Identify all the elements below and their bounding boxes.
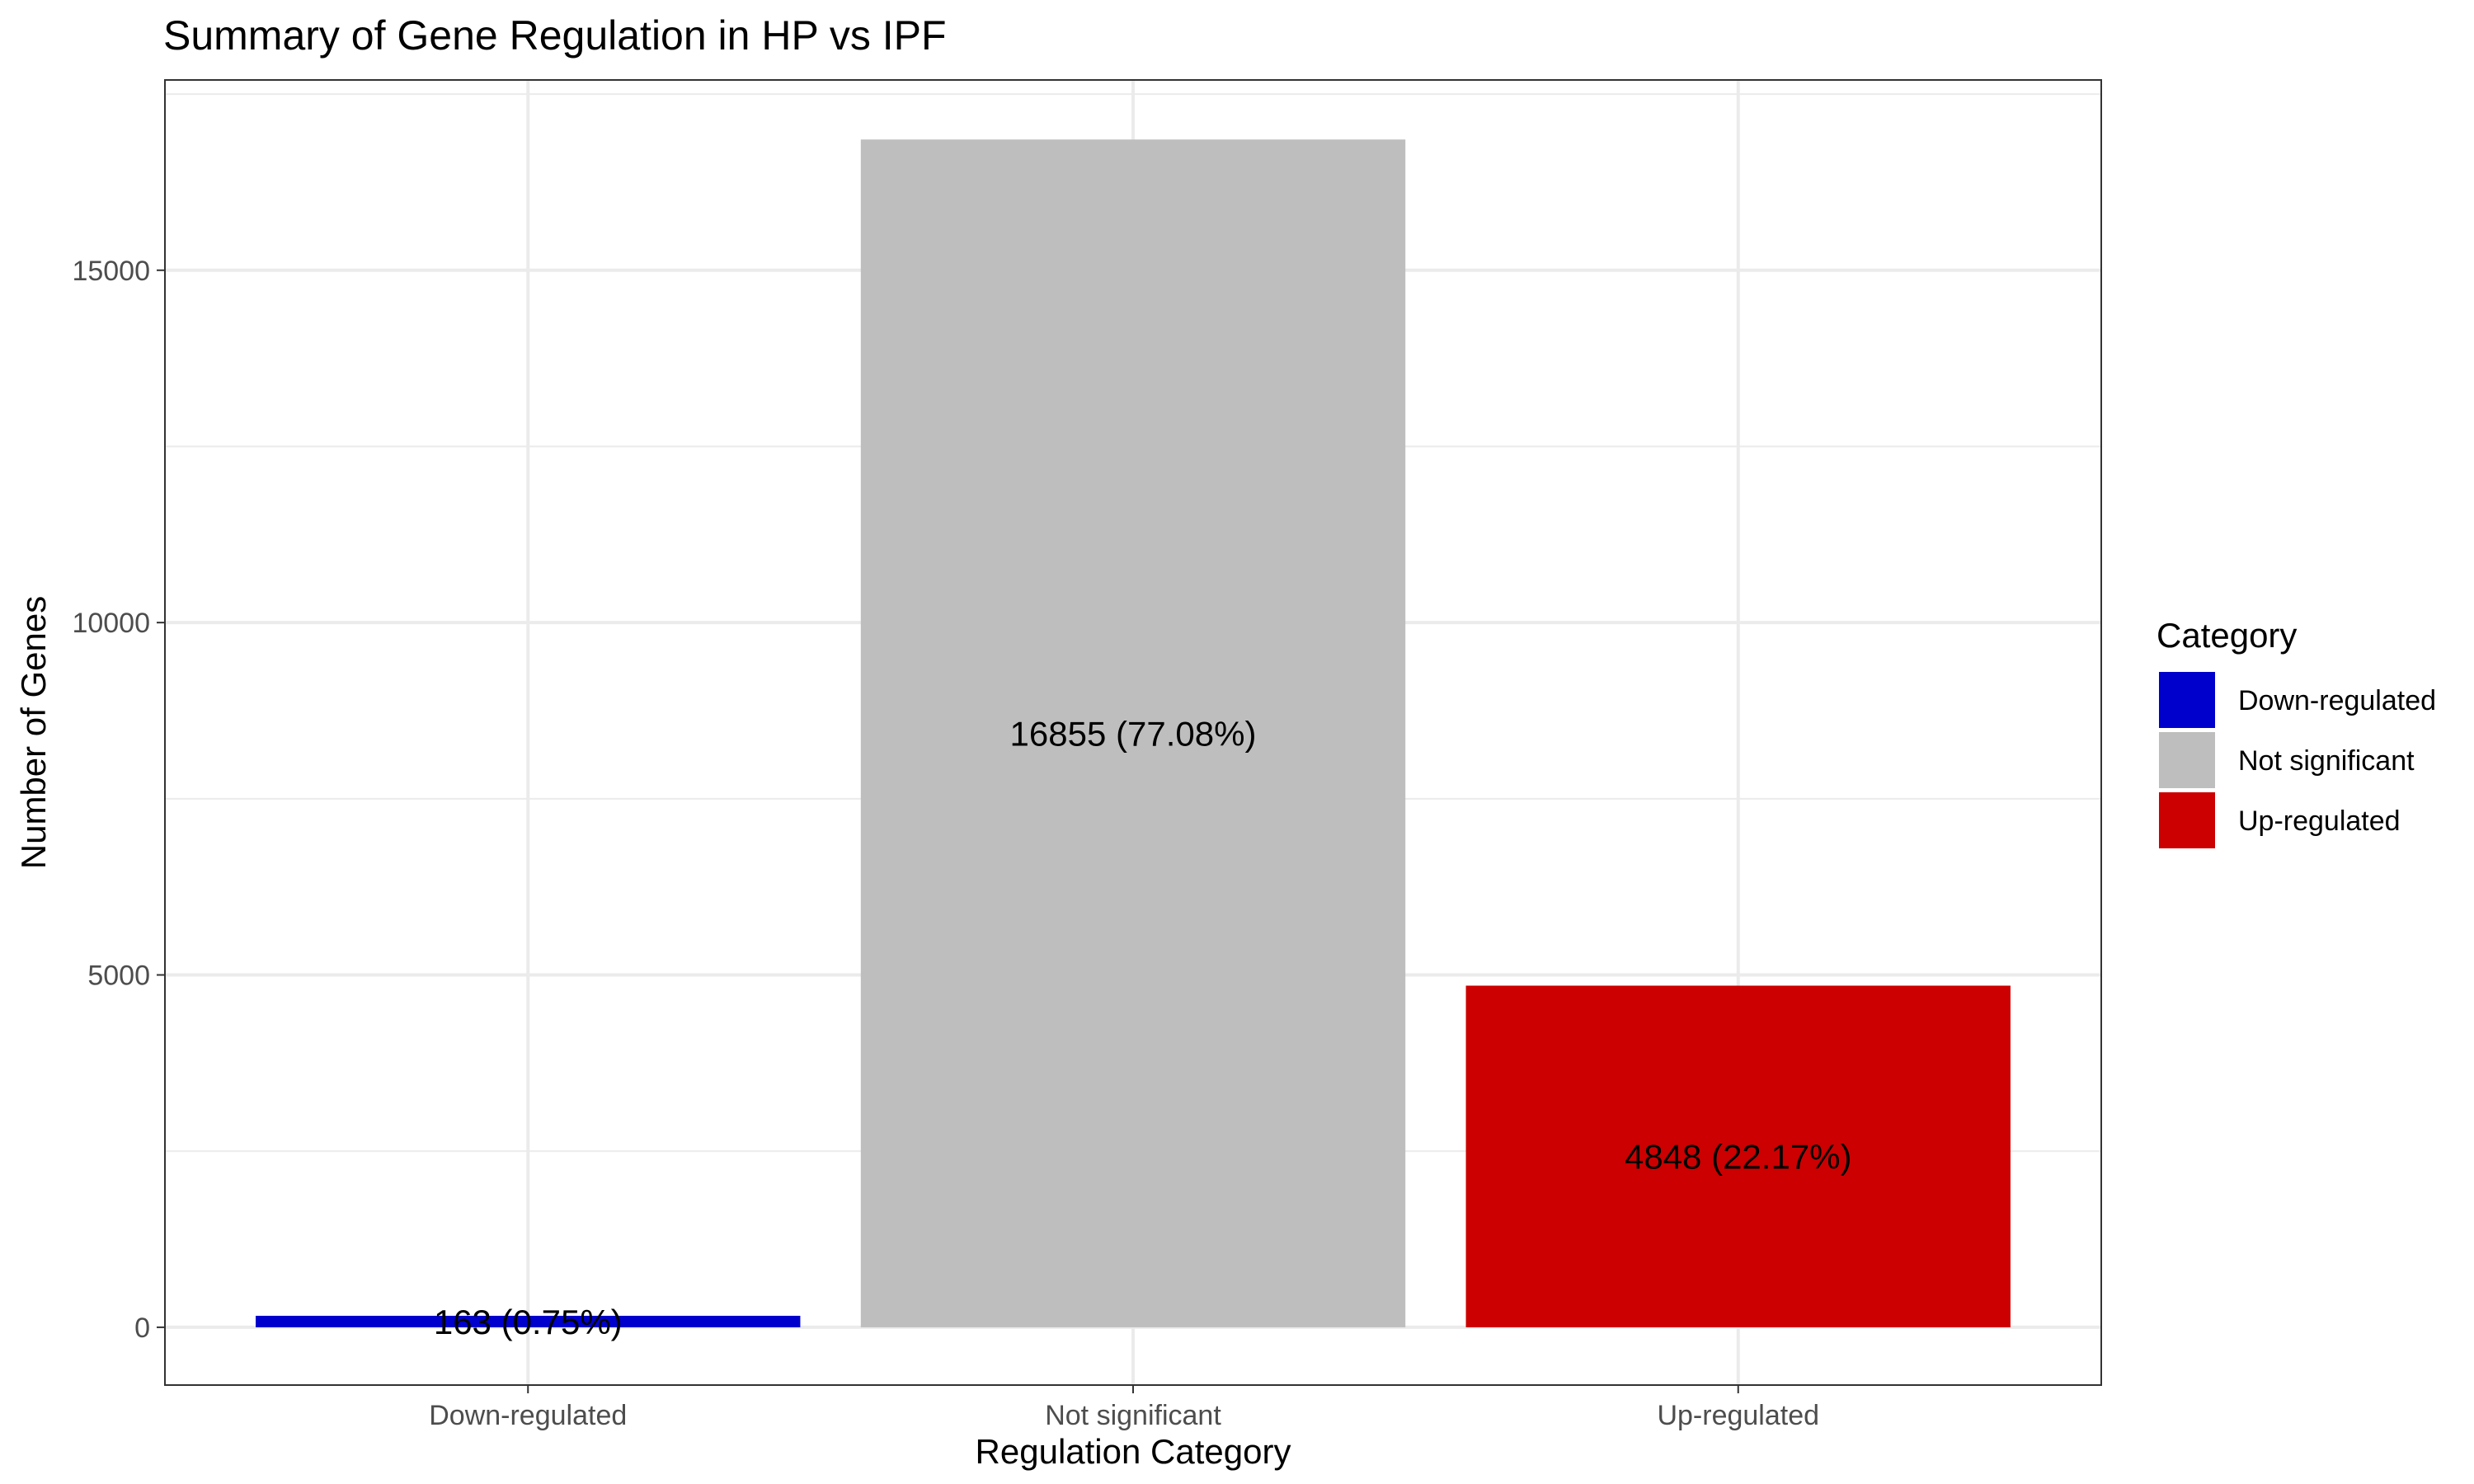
bar-data-label: 163 (0.75%) bbox=[434, 1303, 623, 1341]
bar-up-regulated bbox=[1465, 985, 2011, 1327]
bar-not-significant bbox=[860, 139, 1406, 1327]
legend: Category Down-regulated Not significant Up… bbox=[2157, 616, 2436, 848]
legend-key-swatch bbox=[2159, 672, 2215, 728]
bars bbox=[256, 139, 2011, 1327]
y-tick-label: 5000 bbox=[87, 960, 150, 992]
x-axis-title: Regulation Category bbox=[976, 1432, 1291, 1471]
bar-down-regulated bbox=[256, 1315, 801, 1327]
y-tick-label: 0 bbox=[134, 1313, 150, 1344]
bar-data-label: 16855 (77.08%) bbox=[1010, 715, 1257, 754]
legend-entry-label: Not significant bbox=[2238, 745, 2415, 777]
legend-entry-label: Down-regulated bbox=[2238, 685, 2436, 716]
bar-data-label: 4848 (22.17%) bbox=[1625, 1138, 1852, 1176]
legend-key-swatch bbox=[2159, 732, 2215, 788]
legend-key-swatch bbox=[2159, 792, 2215, 848]
chart-title: Summary of Gene Regulation in HP vs IPF bbox=[163, 12, 947, 59]
x-tick-label: Down-regulated bbox=[429, 1400, 627, 1431]
x-tick-label: Up-regulated bbox=[1657, 1400, 1819, 1431]
y-tick-label: 10000 bbox=[72, 608, 150, 639]
x-axis: Down-regulated Not significant Up-regulate… bbox=[429, 1385, 1819, 1431]
y-tick-label: 15000 bbox=[72, 256, 150, 287]
y-axis-title: Number of Genes bbox=[14, 596, 53, 870]
legend-entry-label: Up-regulated bbox=[2238, 805, 2401, 837]
y-axis: 0 5000 10000 15000 bbox=[72, 256, 165, 1344]
x-tick-label: Not significant bbox=[1045, 1400, 1221, 1431]
legend-title: Category bbox=[2157, 616, 2297, 655]
bar-labels: 163 (0.75%) 16855 (77.08%) 4848 (22.17%) bbox=[434, 715, 1852, 1341]
